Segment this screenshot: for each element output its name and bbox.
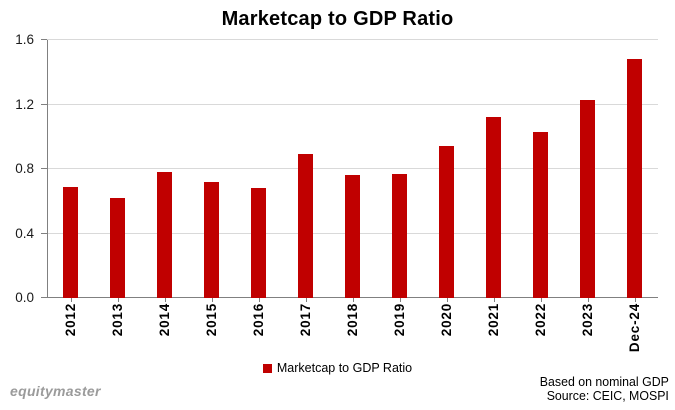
x-tick (211, 298, 213, 302)
brand-logo-text: equitymaster (10, 383, 101, 399)
bar-2019 (392, 173, 407, 298)
x-tick (540, 298, 542, 302)
x-tick (164, 298, 166, 302)
x-tick-label: Dec-24 (626, 303, 642, 353)
bar-2012 (63, 186, 78, 298)
bar-Dec-24 (627, 59, 642, 298)
x-tick (258, 298, 260, 302)
x-tick-label: 2019 (391, 303, 407, 337)
x-tick-label: 2012 (62, 303, 78, 337)
bar-2013 (110, 198, 125, 298)
source-note-line1: Based on nominal GDP (539, 374, 669, 389)
x-tick-label: 2018 (344, 303, 360, 337)
gridline (47, 39, 658, 40)
y-tick (41, 39, 47, 40)
bar-2015 (204, 181, 219, 298)
x-tick-label: 2023 (579, 303, 595, 337)
y-tick-label: 0.0 (15, 290, 34, 305)
x-tick (446, 298, 448, 302)
x-tick (587, 298, 589, 302)
x-tick-label: 2015 (203, 303, 219, 337)
gridline (47, 104, 658, 105)
y-tick (41, 297, 47, 298)
source-note: Based on nominal GDP Source: CEIC, MOSPI (540, 375, 669, 402)
x-tick-label: 2020 (438, 303, 454, 337)
chart-title: Marketcap to GDP Ratio (221, 8, 454, 30)
x-tick (117, 298, 119, 302)
bar-2016 (251, 188, 266, 298)
y-tick-label: 1.6 (15, 32, 34, 47)
y-tick (41, 104, 47, 105)
legend-label: Marketcap to GDP Ratio (276, 361, 413, 375)
gridline (47, 168, 658, 169)
y-axis-line (47, 40, 48, 298)
x-tick-label: 2014 (156, 303, 172, 337)
x-tick (305, 298, 307, 302)
x-tick (352, 298, 354, 302)
legend: Marketcap to GDP Ratio (0, 360, 675, 376)
bar-2020 (439, 146, 454, 298)
x-tick (70, 298, 72, 302)
x-tick-label: 2016 (250, 303, 266, 337)
x-tick (634, 298, 636, 302)
y-tick (41, 168, 47, 169)
bar-2021 (486, 117, 501, 298)
y-tick-label: 1.2 (15, 97, 34, 112)
x-tick (493, 298, 495, 302)
plot-area (41, 39, 658, 302)
y-tick (41, 233, 47, 234)
bar-2018 (345, 175, 360, 298)
y-tick-label: 0.8 (15, 161, 34, 176)
x-tick-label: 2017 (297, 303, 313, 337)
bar-2023 (580, 99, 595, 298)
x-tick-label: 2013 (109, 303, 125, 337)
bar-2014 (157, 172, 172, 298)
legend-marker-square-icon (262, 363, 272, 373)
source-note-line2: Source: CEIC, MOSPI (546, 387, 669, 403)
x-tick-label: 2021 (485, 303, 501, 337)
bar-2017 (298, 154, 313, 298)
bar-2022 (533, 131, 548, 298)
y-tick-label: 0.4 (15, 226, 34, 241)
x-tick-label: 2022 (532, 303, 548, 337)
x-tick (399, 298, 401, 302)
